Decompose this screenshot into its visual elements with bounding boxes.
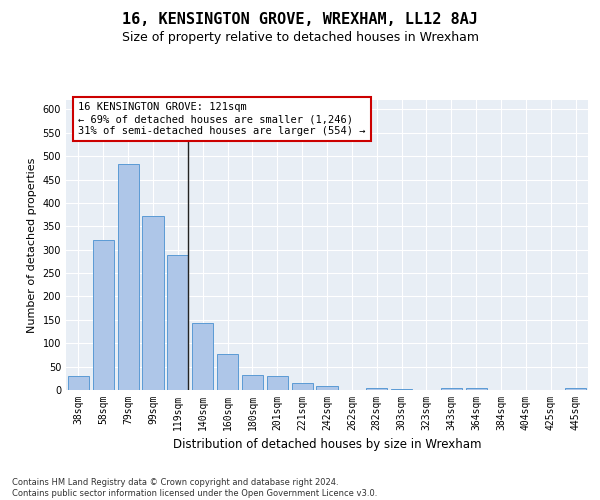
Text: Size of property relative to detached houses in Wrexham: Size of property relative to detached ho… [121, 31, 479, 44]
Text: Contains HM Land Registry data © Crown copyright and database right 2024.
Contai: Contains HM Land Registry data © Crown c… [12, 478, 377, 498]
Bar [68, 376, 89, 390]
Text: 16, KENSINGTON GROVE, WREXHAM, LL12 8AJ: 16, KENSINGTON GROVE, WREXHAM, LL12 8AJ [122, 12, 478, 28]
Bar [366, 388, 387, 390]
Bar [565, 388, 586, 390]
Text: 16 KENSINGTON GROVE: 121sqm
← 69% of detached houses are smaller (1,246)
31% of : 16 KENSINGTON GROVE: 121sqm ← 69% of det… [78, 102, 365, 136]
Bar [242, 375, 263, 390]
Bar [167, 256, 188, 390]
Bar [142, 216, 164, 390]
Bar [466, 388, 487, 390]
Bar [292, 383, 313, 390]
Bar [217, 354, 238, 390]
Bar [391, 389, 412, 390]
X-axis label: Distribution of detached houses by size in Wrexham: Distribution of detached houses by size … [173, 438, 481, 452]
Bar [441, 388, 462, 390]
Bar [192, 323, 213, 390]
Bar [93, 240, 114, 390]
Y-axis label: Number of detached properties: Number of detached properties [27, 158, 37, 332]
Bar [316, 386, 338, 390]
Bar [118, 164, 139, 390]
Bar [267, 376, 288, 390]
